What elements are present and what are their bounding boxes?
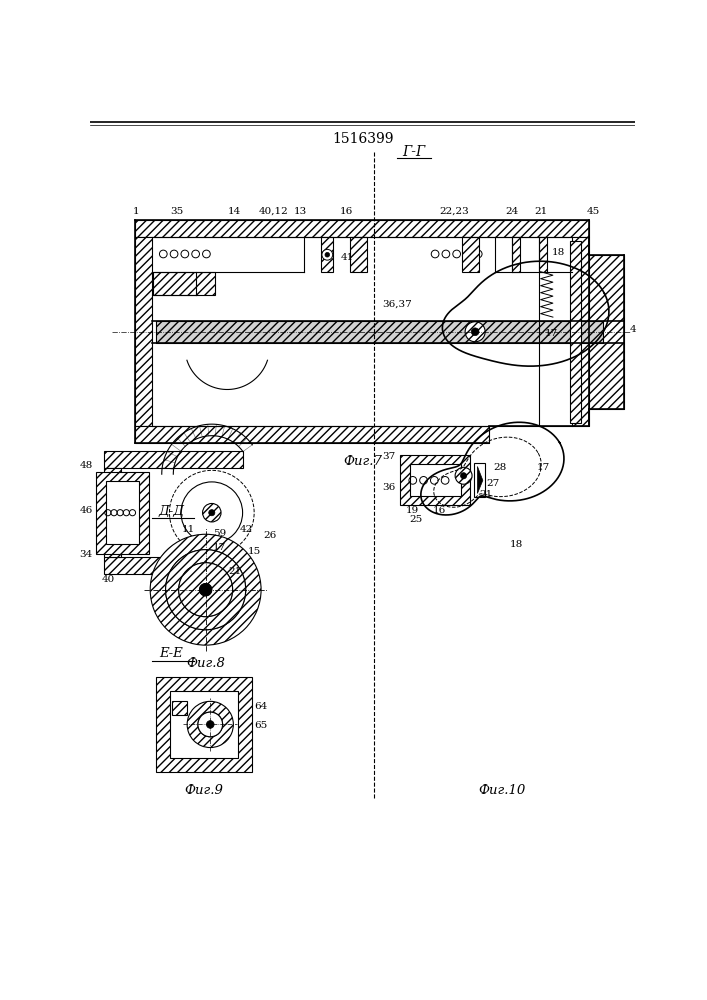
Text: 48: 48 [79,461,93,470]
Text: 35: 35 [170,207,184,216]
Circle shape [460,473,467,479]
Text: 36: 36 [382,483,396,492]
Circle shape [455,467,472,484]
Bar [104,468,121,557]
Circle shape [206,721,214,728]
Text: 4: 4 [630,325,636,334]
Text: 14: 14 [228,207,242,216]
Text: 18: 18 [552,248,566,257]
Text: 22,23: 22,23 [440,207,469,216]
Bar [409,464,460,496]
Text: 41: 41 [341,253,354,262]
Bar [539,237,547,272]
Text: 21: 21 [479,490,492,499]
Text: 64: 64 [254,702,267,711]
Circle shape [322,249,333,260]
Polygon shape [477,466,483,493]
Bar [321,237,334,272]
Text: 19: 19 [405,506,419,515]
Wedge shape [187,701,233,748]
Bar [135,220,589,237]
Bar [400,455,469,505]
Text: Фиг.9: Фиг.9 [185,784,223,797]
Bar [170,691,238,758]
Text: 37: 37 [382,452,396,461]
Text: Д-Д: Д-Д [158,505,184,518]
Bar [589,255,624,409]
Text: 17: 17 [537,463,550,472]
Text: 40: 40 [101,575,115,584]
Circle shape [472,328,479,336]
Bar [351,237,368,272]
Circle shape [181,482,243,544]
Text: 18: 18 [510,540,523,549]
Text: 1516399: 1516399 [332,132,394,146]
Bar [572,237,589,426]
Bar [156,677,252,772]
Text: 28: 28 [493,463,506,472]
Text: 13: 13 [293,207,307,216]
Text: 40,12: 40,12 [259,207,288,216]
Circle shape [209,510,215,516]
Text: 1: 1 [133,207,140,216]
Bar [104,451,243,468]
Bar [105,481,139,544]
Circle shape [325,252,329,257]
Text: 27: 27 [486,479,500,488]
Text: 17: 17 [544,329,558,338]
Bar [474,463,485,497]
Text: 65: 65 [254,721,267,730]
Text: 21: 21 [229,567,242,576]
Wedge shape [179,563,233,617]
Bar [172,701,187,715]
Bar [570,241,581,423]
Bar [104,557,181,574]
Text: 16: 16 [432,506,445,515]
Text: 36,37: 36,37 [382,299,412,308]
Wedge shape [165,550,246,630]
Circle shape [199,584,212,596]
Text: 26: 26 [264,531,276,540]
Text: Е-Е: Е-Е [159,647,183,660]
Circle shape [465,322,485,342]
Text: 25: 25 [409,515,423,524]
Text: 45: 45 [586,207,600,216]
Text: 59: 59 [213,529,226,538]
Text: 11: 11 [182,525,195,534]
Bar [512,237,520,272]
Text: Г-Г: Г-Г [402,145,425,159]
Text: 15: 15 [248,547,262,556]
Circle shape [198,712,223,737]
Wedge shape [150,534,261,645]
Text: 17: 17 [213,543,226,552]
Text: 46: 46 [79,506,93,515]
Text: 16: 16 [340,207,354,216]
Text: 42: 42 [240,525,253,534]
Bar [96,472,148,554]
Text: 24: 24 [506,207,519,216]
Text: Фиг.7: Фиг.7 [344,455,382,468]
Bar [135,426,489,443]
Bar [153,272,215,295]
Text: 34: 34 [79,550,93,559]
Bar [462,237,479,272]
Text: 21: 21 [534,207,548,216]
Text: Фиг.10: Фиг.10 [479,784,526,797]
Bar [156,321,603,343]
Text: Фиг.8: Фиг.8 [186,657,225,670]
Circle shape [203,503,221,522]
Bar [135,237,152,426]
